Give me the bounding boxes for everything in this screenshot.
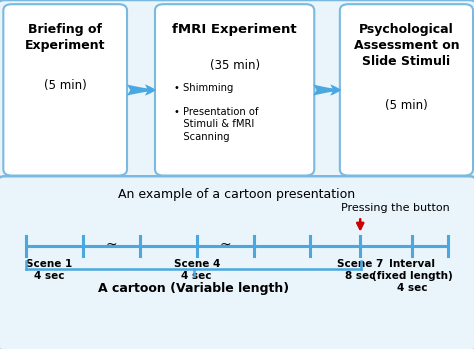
- Text: Scene 1
4 sec: Scene 1 4 sec: [26, 259, 73, 281]
- Text: (5 min): (5 min): [44, 79, 87, 92]
- Text: (5 min): (5 min): [385, 99, 428, 112]
- FancyBboxPatch shape: [0, 0, 474, 181]
- Text: fMRI Experiment: fMRI Experiment: [173, 23, 297, 36]
- Text: ~: ~: [106, 237, 117, 251]
- Text: Briefing of
Experiment: Briefing of Experiment: [25, 23, 105, 52]
- Text: • Presentation of
   Stimuli & fMRI
   Scanning: • Presentation of Stimuli & fMRI Scannin…: [174, 107, 258, 142]
- Text: Scene 7
8 sec: Scene 7 8 sec: [337, 259, 383, 281]
- Text: Pressing the button: Pressing the button: [341, 203, 450, 213]
- Text: An example of a cartoon presentation: An example of a cartoon presentation: [118, 188, 356, 201]
- Text: Psychological
Assessment on
Slide Stimuli: Psychological Assessment on Slide Stimul…: [354, 23, 459, 68]
- Text: A cartoon (Variable length): A cartoon (Variable length): [98, 282, 289, 295]
- Text: ~: ~: [219, 237, 231, 251]
- FancyBboxPatch shape: [0, 176, 474, 349]
- FancyBboxPatch shape: [155, 4, 314, 176]
- Text: (35 min): (35 min): [210, 59, 260, 72]
- Text: Scene 4
4 sec: Scene 4 4 sec: [173, 259, 220, 281]
- FancyBboxPatch shape: [3, 4, 127, 176]
- Text: Interval
(fixed length)
4 sec: Interval (fixed length) 4 sec: [372, 259, 453, 292]
- Text: • Shimming: • Shimming: [174, 83, 233, 93]
- FancyBboxPatch shape: [340, 4, 473, 176]
